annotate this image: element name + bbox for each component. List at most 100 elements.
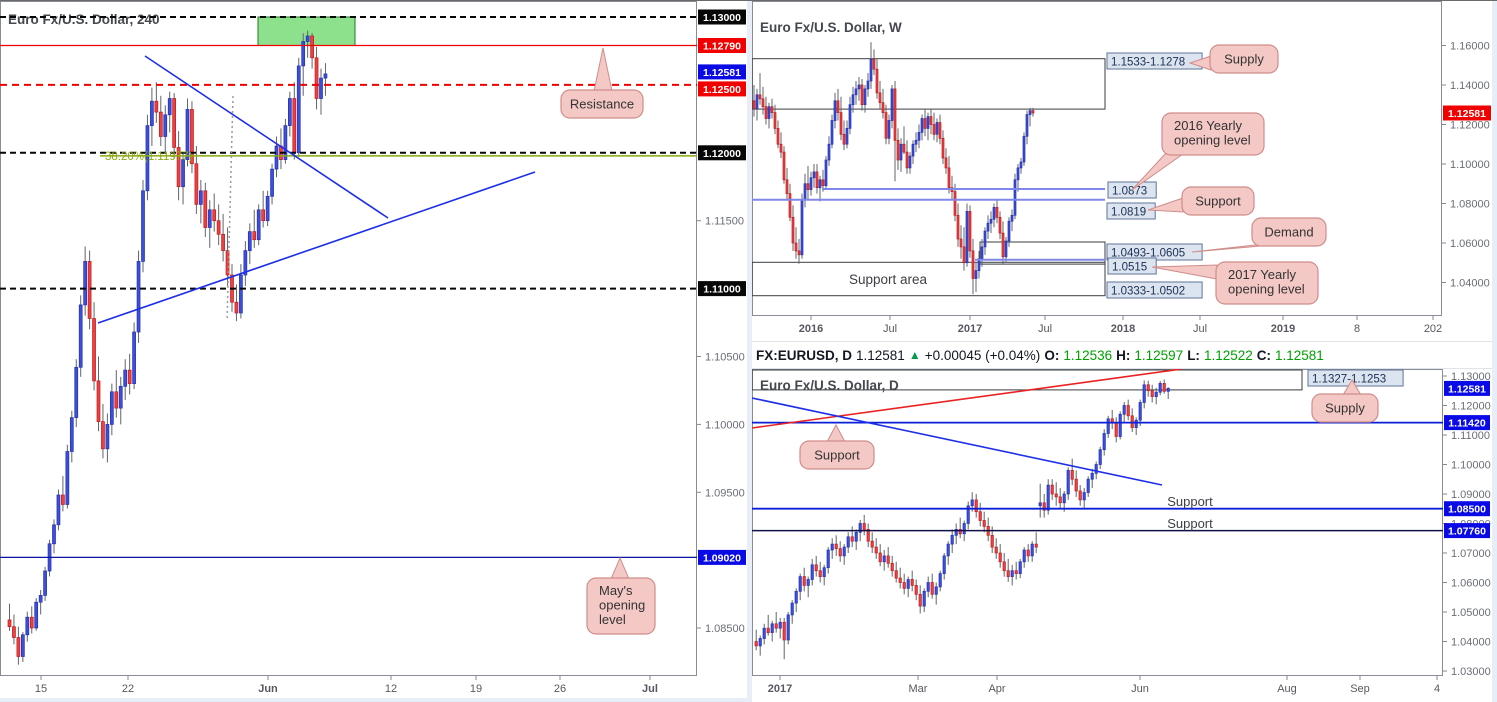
svg-text:1.0333-1.0502: 1.0333-1.0502: [1111, 286, 1185, 298]
time-tick-label: Apr: [988, 683, 1005, 695]
time-tick-label: 2018: [1111, 323, 1135, 335]
price-change: +0.00045 (+0.04%): [924, 347, 1041, 363]
resistance-callout[interactable]: Resistance: [560, 47, 644, 119]
price-tick-label: 1.14000: [1450, 80, 1490, 92]
supply-callout[interactable]: Supply: [1188, 44, 1279, 74]
time-tick-label: Jun: [258, 683, 278, 695]
callout-text: 2017 Yearly: [1228, 267, 1296, 282]
price-tick-label: 1.08000: [1450, 199, 1490, 211]
chart-weekly-panel[interactable]: Support area Euro Fx/U.S. Dollar, W 1.1533…: [751, 1, 1492, 341]
time-tick-label: 22: [122, 683, 134, 695]
price-tick-label: 1.08500: [705, 623, 745, 635]
svg-text:1.12000: 1.12000: [703, 148, 741, 160]
support-callout[interactable]: Support: [1147, 186, 1255, 216]
time-tick-label: 15: [35, 683, 47, 695]
plot-area[interactable]: [752, 1, 1442, 316]
callout-text: Demand: [1264, 225, 1313, 240]
time-axis[interactable]: [0, 677, 697, 698]
ascending-trendline[interactable]: [97, 171, 536, 324]
high-label: H:: [1116, 347, 1131, 363]
demand-callout[interactable]: Demand: [1191, 217, 1327, 253]
time-tick-label: Sep: [1350, 683, 1370, 695]
price-badge-1.07760: 1.07760: [1444, 523, 1490, 539]
support-callout[interactable]: Support: [799, 423, 875, 470]
time-tick-label: Jul: [642, 683, 658, 695]
close-value: 1.12581: [1275, 347, 1324, 363]
svg-text:1.0873: 1.0873: [1112, 186, 1147, 198]
price-tick-label: 1.05000: [1451, 607, 1491, 619]
callout-text: opening: [599, 598, 645, 613]
time-tick-label: 2017: [768, 683, 792, 695]
svg-text:1.11000: 1.11000: [703, 284, 741, 296]
price-badge-1.12000: 1.12000: [698, 145, 746, 161]
price-tick-label: 1.06000: [1450, 238, 1490, 250]
close-label: C:: [1256, 347, 1271, 363]
time-tick-label: 2016: [799, 323, 823, 335]
chart-daily-panel[interactable]: Euro Fx/U.S. Dollar, D Support Support 1.13…: [751, 368, 1492, 702]
ascending-trendline-red[interactable]: [751, 368, 1183, 429]
price-tick-label: 1.09000: [1451, 489, 1491, 501]
price-tick-label: 1.10000: [1451, 460, 1491, 472]
time-tick-label: 202: [1424, 323, 1442, 335]
callout-text: opening level: [1174, 133, 1251, 148]
price-range-label: 1.1327-1.1253: [1307, 369, 1404, 387]
price-tick-label: 1.12000: [1450, 120, 1490, 132]
price-badge-1.09020: 1.09020: [698, 549, 746, 565]
price-axis[interactable]: [698, 1, 747, 698]
symbol-label[interactable]: FX:EURUSD, D: [756, 347, 853, 363]
price-tick-label: 1.16000: [1450, 41, 1490, 53]
eurusd-daily-canvas[interactable]: Euro Fx/U.S. Dollar, D Support Support 1.13…: [751, 368, 1492, 702]
chart-240-panel[interactable]: Euro Fx/U.S. Dollar, 240 38.20%(1.11977) R…: [0, 1, 747, 698]
eurusd-240-canvas[interactable]: Euro Fx/U.S. Dollar, 240 38.20%(1.11977) R…: [0, 1, 747, 698]
eurusd-weekly-canvas[interactable]: Support area Euro Fx/U.S. Dollar, W 1.1533…: [751, 1, 1492, 341]
price-tick-label: 1.04000: [1450, 278, 1490, 290]
time-tick-label: 12: [385, 683, 397, 695]
svg-text:1.11420: 1.11420: [1448, 418, 1486, 430]
price-badge-1.12581: 1.12581: [698, 64, 746, 80]
callout-text: May's: [599, 583, 633, 598]
price-tick-label: 1.09500: [705, 487, 745, 499]
price-tick-label: 1.06000: [1451, 578, 1491, 590]
descending-trendline[interactable]: [144, 55, 389, 219]
support-label-1: Support: [1167, 494, 1213, 509]
time-tick-label: 4: [1434, 683, 1440, 695]
price-badge-1.11420: 1.11420: [1444, 415, 1490, 431]
low-label: L:: [1187, 347, 1200, 363]
price-badge-1.12500: 1.12500: [698, 81, 746, 97]
open-value: 1.12536: [1063, 347, 1113, 363]
time-axis[interactable]: [752, 677, 1443, 702]
time-tick-label: Jul: [883, 323, 897, 335]
callout-text: 2016 Yearly: [1174, 118, 1242, 133]
price-range-label: 1.0333-1.0502: [1106, 281, 1203, 299]
time-tick-label: 19: [470, 683, 482, 695]
supply-callout[interactable]: Supply: [1311, 379, 1379, 423]
price-range-label: 1.0493-1.0605: [1106, 243, 1203, 261]
price-tick-label: 1.03000: [1451, 666, 1491, 678]
price-tick-label: 1.10000: [1450, 159, 1490, 171]
callout-text: Supply: [1325, 401, 1365, 416]
svg-text:1.07760: 1.07760: [1448, 526, 1486, 538]
svg-text:1.0819: 1.0819: [1111, 207, 1146, 219]
time-axis[interactable]: [752, 317, 1442, 341]
support-area-zone[interactable]: Support area: [751, 261, 1106, 297]
price-axis[interactable]: [1443, 1, 1492, 341]
svg-text:1.0515: 1.0515: [1112, 262, 1147, 274]
time-tick-label: Jul: [1193, 323, 1207, 335]
chart-title: Euro Fx/U.S. Dollar, 240: [8, 12, 160, 27]
svg-text:1.13000: 1.13000: [703, 12, 741, 24]
demand-zone[interactable]: [979, 241, 1106, 265]
price-tick-label: 1.10000: [705, 419, 745, 431]
descending-trendline-blue[interactable]: [751, 397, 1163, 486]
open-label: O:: [1044, 347, 1060, 363]
supply-zone[interactable]: [751, 58, 1106, 110]
price-range-label: 1.0515: [1107, 257, 1157, 275]
candlestick-series: [7, 30, 328, 665]
callout-text: Support: [1195, 194, 1241, 209]
price-tick-label: 1.07000: [1451, 548, 1491, 560]
up-arrow-icon: ▲: [908, 348, 921, 362]
support-label-2: Support: [1167, 516, 1213, 531]
